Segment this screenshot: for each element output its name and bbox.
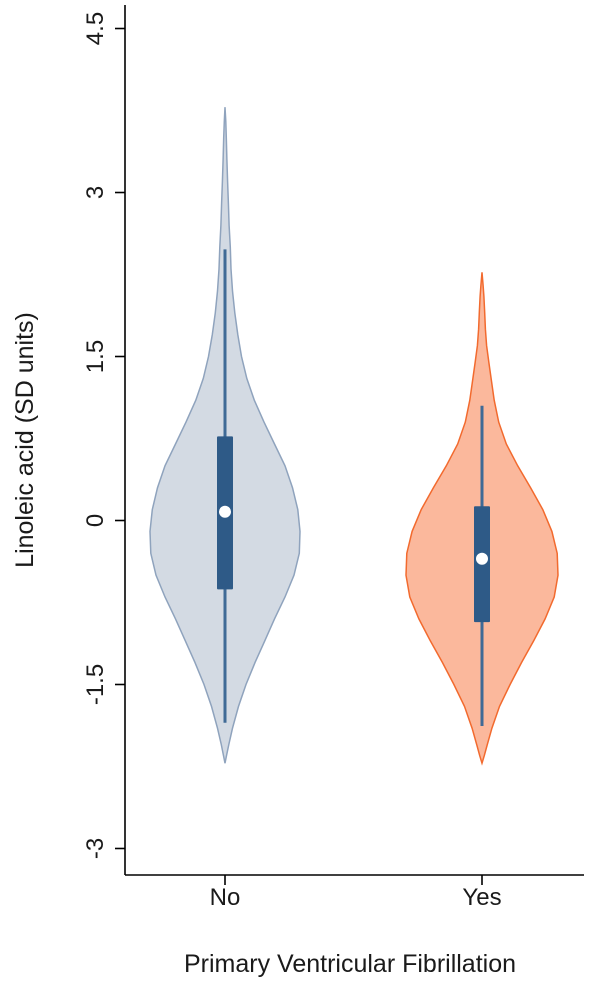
y-tick-label: -1.5 [82,664,109,705]
y-tick-label: -3 [82,838,109,859]
median-marker-yes [475,551,489,566]
y-tick-label: 0 [82,514,109,527]
y-tick-label: 3 [82,186,109,199]
x-axis-title: Primary Ventricular Fibrillation [184,950,516,978]
y-tick-label: 4.5 [82,12,109,45]
axes: 4.5 3 1.5 0 -1.5 -3 No Yes [82,5,584,911]
y-axis-title: Linoleic acid (SD units) [11,312,39,568]
x-tick-label: Yes [462,884,501,911]
y-tick-label: 1.5 [82,340,109,373]
plot-area [149,107,559,766]
median-marker-no [218,504,232,519]
x-tick-label: No [210,884,241,911]
